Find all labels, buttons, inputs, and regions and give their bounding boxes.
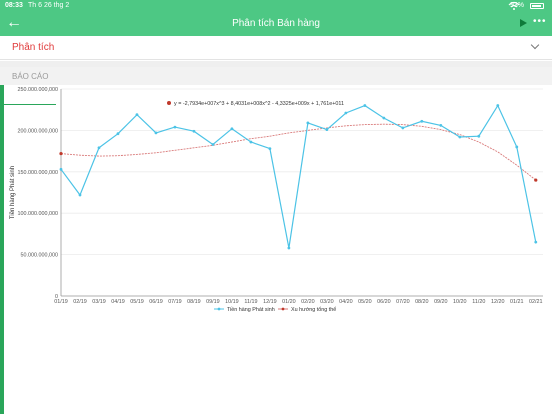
trend-point [59, 151, 63, 156]
y-tick-label: 50.000.000,000 [21, 253, 58, 259]
x-tick-label: 05/20 [358, 299, 372, 305]
x-tick-label: 01/19 [54, 299, 68, 305]
battery-percent: 93% [509, 2, 524, 9]
data-point [382, 116, 386, 120]
data-point [458, 135, 462, 139]
status-time: 08:33 [5, 2, 23, 9]
data-point [249, 140, 253, 144]
data-point [363, 104, 367, 107]
data-point [439, 124, 443, 127]
data-point [344, 111, 348, 115]
x-tick-label: 08/20 [415, 299, 429, 305]
page-title: Phân tích Bán hàng [232, 18, 320, 29]
data-point [211, 143, 215, 146]
data-point [116, 132, 120, 136]
x-tick-label: 05/19 [130, 299, 144, 305]
data-point [534, 240, 538, 244]
data-point [325, 128, 329, 131]
x-tick-label: 07/20 [396, 299, 410, 305]
x-tick-label: 10/19 [225, 299, 239, 305]
x-tick-label: 08/19 [187, 299, 201, 305]
x-tick-label: 09/19 [206, 299, 220, 305]
x-tick-label: 01/20 [282, 299, 296, 305]
trend-equation: y = -2,7934e+007x^3 + 8,4031e+008x^2 - 4… [174, 101, 344, 107]
y-tick-label: 100.000.000,000 [18, 211, 58, 217]
x-tick-label: 12/19 [263, 299, 277, 305]
series-line-sales [60, 104, 537, 249]
wifi-icon [508, 1, 520, 13]
data-point [59, 167, 63, 171]
x-tick-label: 03/20 [320, 299, 334, 305]
x-tick-label: 02/21 [529, 299, 543, 305]
report-label: BÁO CÁO [12, 72, 49, 81]
data-point [230, 127, 234, 131]
legend-label-sales: Tiền hàng Phát sinh [227, 307, 275, 313]
more-icon[interactable]: ••• [533, 16, 547, 27]
y-axis-label: Tiền hàng Phát sinh [10, 166, 16, 219]
data-point [135, 113, 139, 117]
y-tick-label: 200.000.000,000 [18, 128, 58, 134]
x-tick-label: 06/20 [377, 299, 391, 305]
data-point [477, 134, 481, 138]
series-line-trend [60, 123, 537, 181]
x-tick-label: 02/20 [301, 299, 315, 305]
annotation-marker [167, 101, 171, 105]
y-tick-label: 250.000.000,000 [18, 87, 58, 93]
report-header: BÁO CÁO [0, 67, 552, 85]
legend-label-trend: Xu hướng tổng thể [291, 306, 336, 313]
left-accent-bar [0, 85, 4, 414]
play-icon[interactable] [520, 19, 527, 27]
data-point [173, 125, 177, 129]
trend-point [534, 178, 538, 182]
data-point [306, 121, 310, 125]
legend-marker-sales [217, 307, 221, 311]
x-tick-label: 04/20 [339, 299, 353, 305]
x-tick-label: 07/19 [168, 299, 182, 305]
y-tick-label: 150.000.000,000 [18, 170, 58, 176]
data-point [97, 146, 101, 150]
x-tick-label: 09/20 [434, 299, 448, 305]
data-point [420, 119, 424, 123]
data-point [287, 246, 291, 250]
x-tick-label: 10/20 [453, 299, 467, 305]
divider [0, 61, 552, 67]
status-date: Th 6 26 thg 2 [28, 2, 70, 9]
legend-marker-trend [281, 307, 285, 311]
x-tick-label: 04/19 [111, 299, 125, 305]
data-point [154, 131, 158, 135]
back-arrow-icon[interactable]: ← [6, 14, 22, 31]
data-point [515, 145, 519, 149]
x-tick-label: 11/19 [244, 299, 257, 305]
x-tick-label: 01/21 [510, 299, 524, 305]
data-point [78, 193, 82, 197]
analysis-dropdown[interactable]: Phân tích [0, 36, 552, 60]
left-accent-line [4, 104, 56, 105]
status-bar: 08:33 Th 6 26 thg 2 93% [0, 0, 552, 12]
x-tick-label: 06/19 [149, 299, 163, 305]
x-tick-label: 11/20 [472, 299, 485, 305]
y-tick-label: 0 [55, 294, 58, 300]
data-point [496, 104, 500, 107]
analysis-label: Phân tích [12, 42, 55, 53]
battery-icon [530, 3, 544, 9]
data-point [192, 129, 196, 133]
x-tick-label: 03/19 [92, 299, 106, 305]
x-tick-label: 02/19 [73, 299, 87, 305]
x-tick-label: 12/20 [491, 299, 505, 305]
data-point [268, 147, 272, 151]
app-bar: ← Phân tích Bán hàng ••• [0, 12, 552, 36]
data-point [401, 126, 405, 130]
